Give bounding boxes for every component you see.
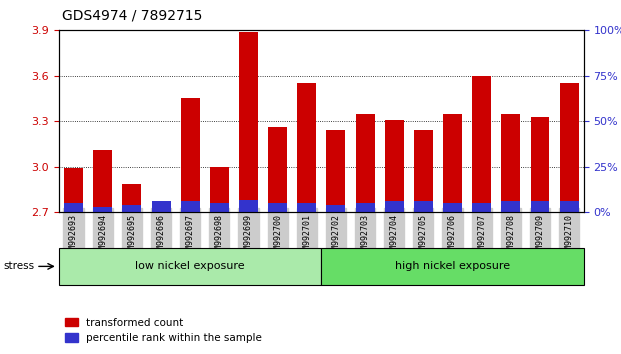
Bar xyxy=(210,167,229,212)
Bar xyxy=(501,114,520,212)
Bar xyxy=(268,203,287,212)
Bar xyxy=(472,76,491,212)
Bar xyxy=(560,201,579,212)
Bar xyxy=(501,201,520,212)
Bar xyxy=(181,201,200,212)
Text: GDS4974 / 7892715: GDS4974 / 7892715 xyxy=(62,9,202,23)
Bar xyxy=(122,205,142,212)
Text: high nickel exposure: high nickel exposure xyxy=(395,261,510,272)
Bar xyxy=(560,83,579,212)
Bar xyxy=(152,201,171,212)
Bar xyxy=(64,169,83,212)
Bar xyxy=(327,205,345,212)
Bar xyxy=(297,83,316,212)
Bar xyxy=(443,114,462,212)
Bar xyxy=(239,32,258,212)
Bar xyxy=(530,201,550,212)
Bar xyxy=(385,201,404,212)
Bar xyxy=(414,201,433,212)
Bar xyxy=(385,120,404,212)
Bar xyxy=(239,200,258,212)
Bar xyxy=(356,203,374,212)
Bar xyxy=(268,127,287,212)
Bar xyxy=(64,203,83,212)
Bar xyxy=(356,114,374,212)
Bar xyxy=(327,130,345,212)
Bar xyxy=(210,203,229,212)
Text: stress: stress xyxy=(3,261,34,272)
Bar xyxy=(472,203,491,212)
Bar xyxy=(122,183,142,212)
Bar xyxy=(530,117,550,212)
Bar xyxy=(297,203,316,212)
Bar xyxy=(414,130,433,212)
Bar xyxy=(93,207,112,212)
Bar xyxy=(443,203,462,212)
Text: low nickel exposure: low nickel exposure xyxy=(135,261,245,272)
Bar xyxy=(93,150,112,212)
Legend: transformed count, percentile rank within the sample: transformed count, percentile rank withi… xyxy=(61,314,266,347)
Bar xyxy=(152,205,171,212)
Bar xyxy=(181,98,200,212)
